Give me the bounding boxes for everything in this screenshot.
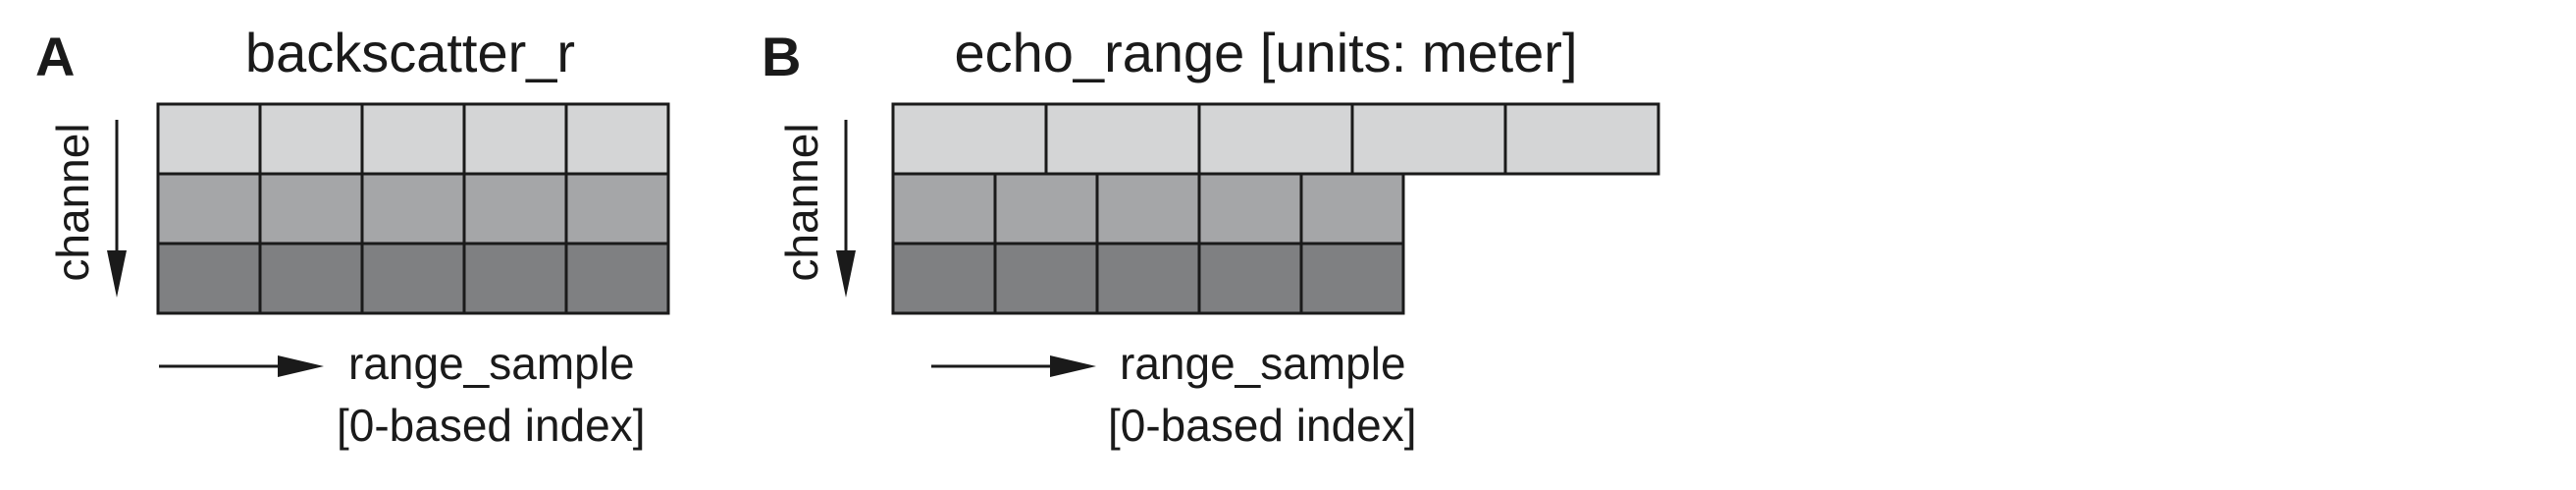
panel-b-cell-r2-c2 xyxy=(1095,242,1201,315)
panel-b-cell-r0-c0 xyxy=(891,102,1048,176)
panel-b-cell-r1-c1 xyxy=(993,172,1099,245)
panel-b-x-axis-sublabel: [0-based index] xyxy=(1108,400,1417,451)
panel-a-grid xyxy=(156,102,670,315)
panel-a-cell-r2-c3 xyxy=(462,242,568,315)
panel-a-cell-r2-c2 xyxy=(360,242,466,315)
panel-a-cell-r0-c0 xyxy=(156,102,262,176)
panel-b-cell-r0-c4 xyxy=(1503,102,1660,176)
panel-a-cell-r1-c2 xyxy=(360,172,466,245)
panel-b-grid xyxy=(891,102,1660,315)
panel-a-cell-r1-c3 xyxy=(462,172,568,245)
panel-a-y-axis-label: channel xyxy=(47,123,98,281)
panel-b-cell-r1-c3 xyxy=(1197,172,1303,245)
panel-b-cell-r2-c1 xyxy=(993,242,1099,315)
panel-a-cell-r2-c0 xyxy=(156,242,262,315)
panel-b-cell-r2-c0 xyxy=(891,242,997,315)
panel-a-cell-r1-c1 xyxy=(258,172,364,245)
panel-b-y-axis-label: channel xyxy=(776,123,827,281)
panel-b-range-arrow xyxy=(931,355,1096,377)
panel-b-cell-r1-c4 xyxy=(1299,172,1405,245)
panel-b: B echo_range [units: meter] channel rang… xyxy=(762,22,1660,451)
panel-a-cell-r0-c3 xyxy=(462,102,568,176)
panel-a-cell-r2-c4 xyxy=(564,242,670,315)
panel-a-channel-arrow xyxy=(107,120,127,298)
panel-a-letter: A xyxy=(35,26,75,87)
panel-b-title: echo_range [units: meter] xyxy=(954,22,1577,83)
panel-a-cell-r0-c4 xyxy=(564,102,670,176)
panel-a-cell-r0-c1 xyxy=(258,102,364,176)
panel-a-x-axis-label: range_sample xyxy=(348,338,635,389)
panel-a-cell-r1-c4 xyxy=(564,172,670,245)
panel-b-cell-r0-c1 xyxy=(1044,102,1201,176)
panel-b-cell-r1-c0 xyxy=(891,172,997,245)
panel-a-cell-r2-c1 xyxy=(258,242,364,315)
panel-b-cell-r1-c2 xyxy=(1095,172,1201,245)
panel-a-cell-r0-c2 xyxy=(360,102,466,176)
panel-b-cell-r0-c3 xyxy=(1350,102,1507,176)
panel-b-letter: B xyxy=(762,26,801,87)
panel-b-channel-arrow xyxy=(836,120,856,298)
panel-a-range-arrow xyxy=(159,355,324,377)
panel-a-cell-r1-c0 xyxy=(156,172,262,245)
panel-b-cell-r0-c2 xyxy=(1197,102,1354,176)
panel-b-x-axis-label: range_sample xyxy=(1120,338,1406,389)
panel-a-x-axis-sublabel: [0-based index] xyxy=(337,400,646,451)
panel-a-title: backscatter_r xyxy=(245,22,575,83)
panel-b-cell-r2-c3 xyxy=(1197,242,1303,315)
panel-b-cell-r2-c4 xyxy=(1299,242,1405,315)
panel-a: A backscatter_r channel range_sample [0-… xyxy=(35,22,670,451)
